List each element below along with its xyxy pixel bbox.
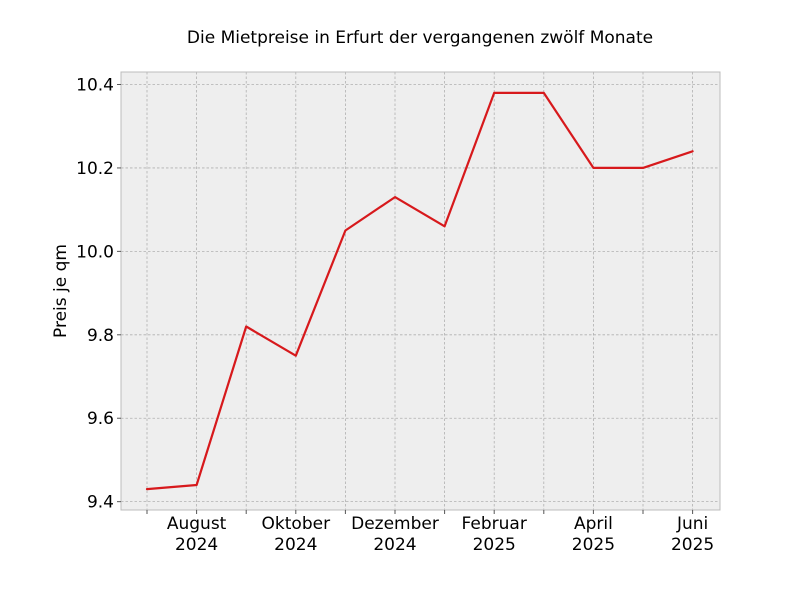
- y-axis-tick-label: 9.4: [87, 493, 114, 513]
- plot-border: [120, 71, 721, 511]
- chart-title: Die Mietpreise in Erfurt der vergangenen…: [187, 28, 653, 48]
- y-axis-tick-label: 10.0: [76, 242, 114, 262]
- y-axis-label: Preis je qm: [51, 244, 71, 338]
- series-line: [145, 91, 694, 491]
- x-axis-tick-label-year: 2024: [373, 535, 416, 555]
- x-axis-tick-label-year: 2025: [473, 535, 516, 555]
- y-axis-tick-label: 10.2: [76, 159, 114, 179]
- y-axis-tick-label: 9.8: [87, 326, 114, 346]
- x-axis-tick-label-year: 2025: [671, 535, 714, 555]
- plot-frame: [120, 71, 721, 511]
- x-axis-tick-label-month: Juni: [676, 514, 708, 534]
- x-axis-tick-label-year: 2024: [175, 535, 218, 555]
- x-axis-tick-label-month: Februar: [462, 514, 527, 534]
- x-axis-tick-label-year: 2025: [572, 535, 615, 555]
- grid-lines: [121, 72, 720, 510]
- x-axis-tick-label-month: April: [574, 514, 613, 534]
- x-axis-tick-labels: August2024Oktober2024Dezember2024Februar…: [167, 514, 714, 555]
- x-axis-tick-label-month: August: [167, 514, 227, 534]
- y-axis-tick-labels: 9.4 9.6 9.8 10.0 10.2 10.4: [76, 76, 114, 513]
- y-axis-tick-label: 9.6: [87, 409, 114, 429]
- plot-area: [121, 72, 720, 510]
- x-axis-tick-label-month: Dezember: [351, 514, 439, 534]
- y-axis-tick-label: 10.4: [76, 76, 114, 96]
- x-axis-tick-label-year: 2024: [274, 535, 317, 555]
- axis-ticks: [117, 84, 694, 514]
- series-layer: [145, 91, 694, 491]
- x-axis-tick-label-month: Oktober: [262, 514, 331, 534]
